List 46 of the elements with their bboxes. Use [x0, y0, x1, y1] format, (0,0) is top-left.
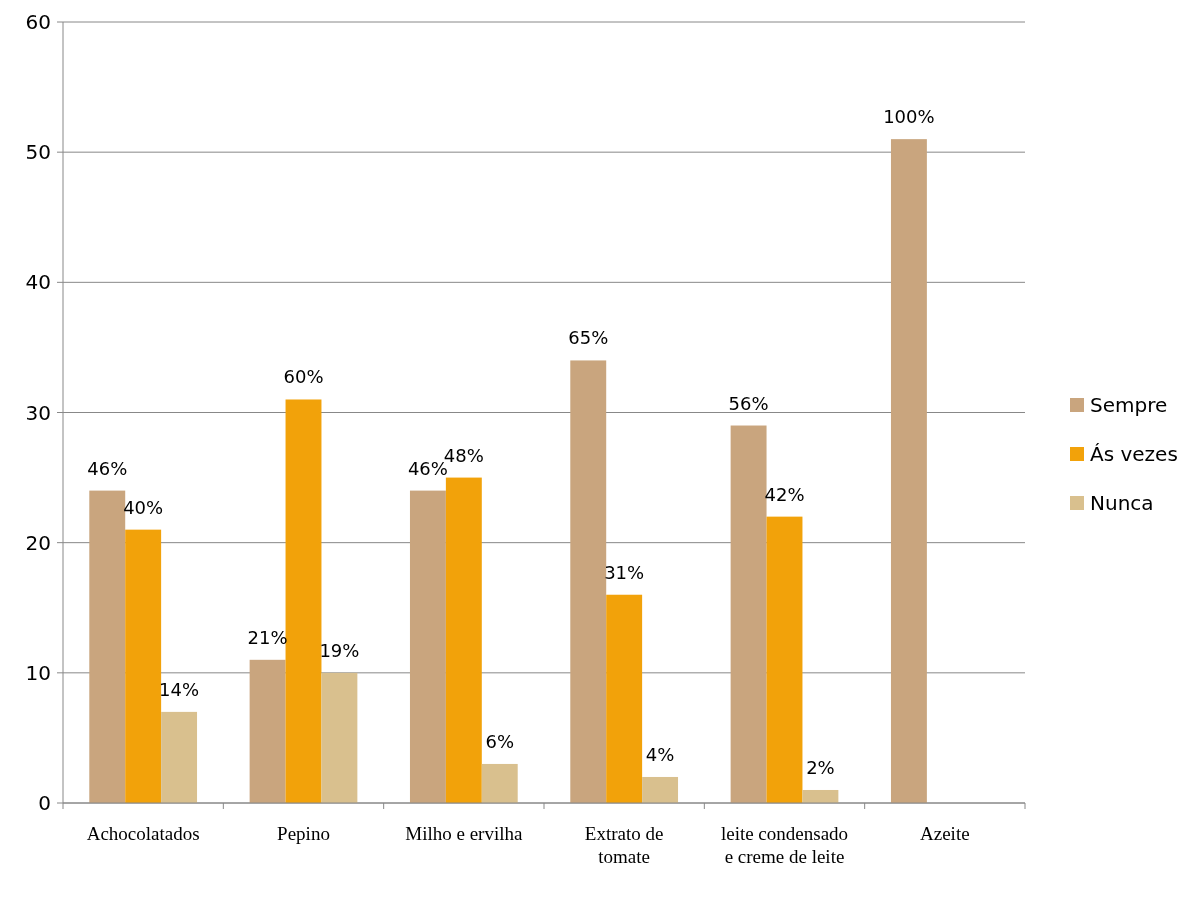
annotation: 56% — [728, 392, 769, 414]
y-tick-label: 30 — [25, 400, 51, 425]
bar — [606, 594, 643, 803]
annotation: 60% — [283, 366, 324, 388]
y-tick-label: 0 — [38, 791, 51, 815]
y-tick-label: 20 — [25, 530, 51, 555]
annotation: 40% — [123, 496, 164, 518]
annotation: 19% — [319, 639, 360, 661]
annotation: 42% — [764, 483, 805, 505]
legend-label: Sempre — [1090, 393, 1168, 417]
x-tick-label: Milho e ervilha — [405, 823, 523, 844]
x-tick-label: Pepino — [277, 823, 330, 844]
annotation: 4% — [645, 743, 675, 765]
annotation: 100% — [883, 106, 935, 128]
bar — [409, 490, 446, 803]
bar — [802, 789, 839, 803]
bar — [730, 425, 767, 803]
bar — [445, 477, 482, 803]
bar — [285, 399, 322, 803]
bar — [125, 529, 162, 803]
annotation: 31% — [604, 561, 645, 583]
annotation: 48% — [443, 444, 484, 466]
y-tick-label: 40 — [25, 270, 51, 295]
bar — [766, 516, 803, 803]
annotation: 6% — [485, 730, 515, 752]
x-tick-label: Azeite — [920, 823, 970, 844]
annotation: 14% — [159, 678, 200, 700]
legend-label: Ás vezes — [1090, 442, 1178, 466]
bar — [642, 776, 679, 803]
bar — [481, 763, 518, 803]
bar — [890, 139, 927, 803]
annotation: 46% — [87, 457, 128, 479]
y-tick-label: 10 — [25, 660, 51, 685]
x-tick-label: leite condensado e creme de leite — [720, 823, 849, 867]
annotation: 65% — [568, 327, 609, 349]
annotation: 2% — [806, 756, 835, 778]
bar — [321, 672, 358, 803]
x-tick-label: Achocolatados — [86, 823, 200, 844]
y-tick-label: 50 — [25, 140, 51, 165]
bar — [570, 360, 607, 803]
bar — [89, 490, 126, 803]
y-tick-label: 60 — [25, 10, 51, 34]
bar — [249, 659, 286, 803]
bar — [161, 711, 198, 803]
x-tick-label: Extrato de tomate — [584, 823, 664, 867]
legend-label: Nunca — [1090, 491, 1154, 515]
